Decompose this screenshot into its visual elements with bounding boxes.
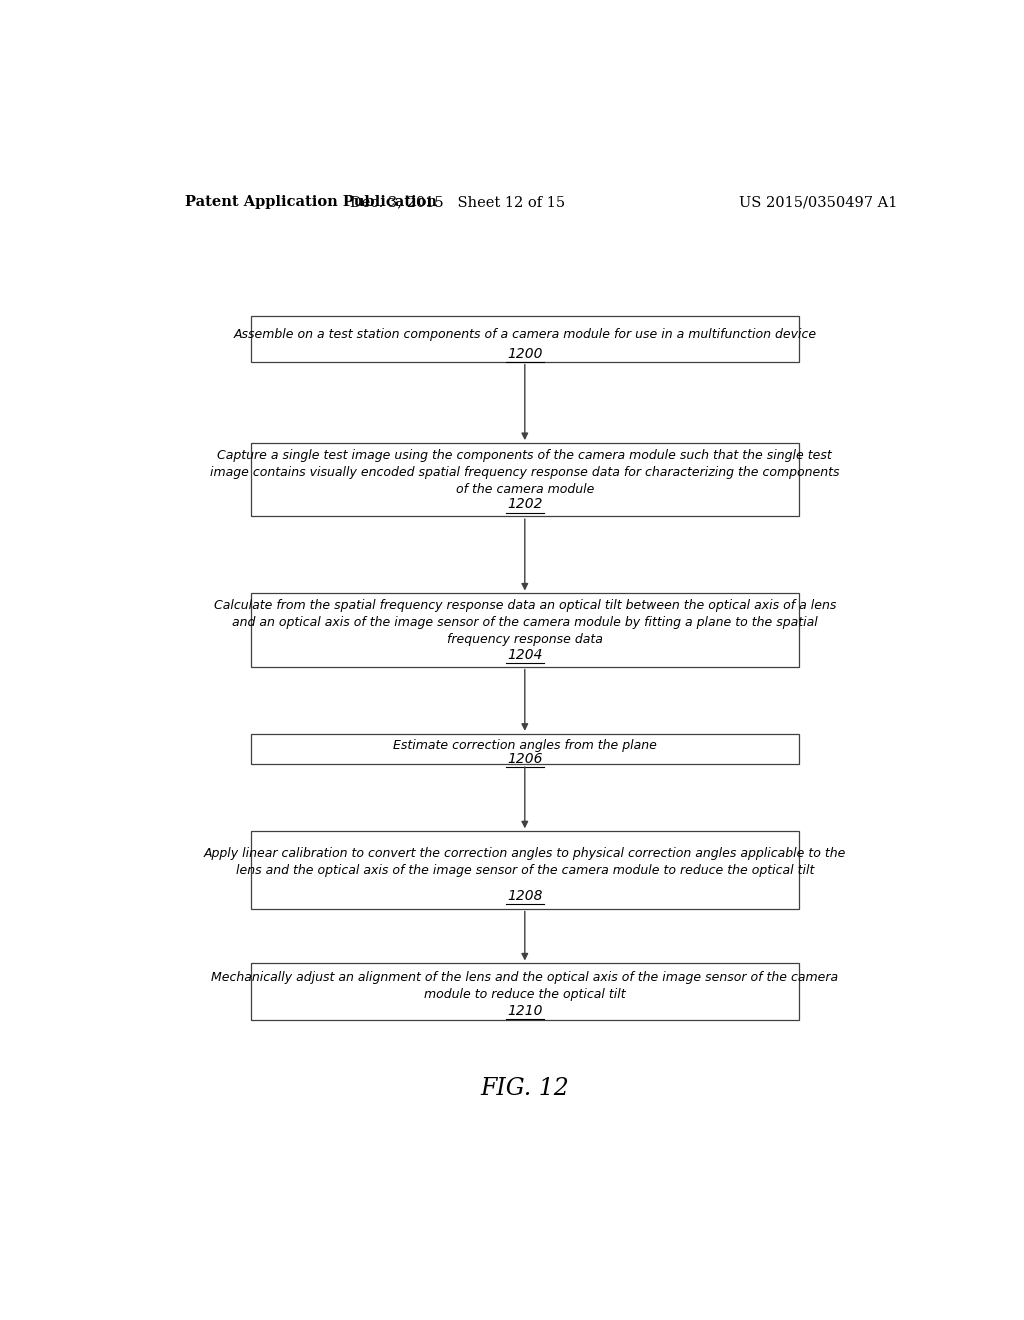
Text: Mechanically adjust an alignment of the lens and the optical axis of the image s: Mechanically adjust an alignment of the … [211, 972, 839, 1001]
Text: FIG. 12: FIG. 12 [480, 1077, 569, 1100]
Text: US 2015/0350497 A1: US 2015/0350497 A1 [739, 195, 898, 209]
Text: 1204: 1204 [507, 648, 543, 661]
Text: Estimate correction angles from the plane: Estimate correction angles from the plan… [393, 739, 656, 752]
Text: Calculate from the spatial frequency response data an optical tilt between the o: Calculate from the spatial frequency res… [214, 599, 836, 647]
Bar [251, 832, 799, 908]
Text: Apply linear calibration to convert the correction angles to physical correction: Apply linear calibration to convert the … [204, 847, 846, 878]
Bar [251, 444, 799, 516]
Text: 1210: 1210 [507, 1005, 543, 1018]
Text: 1206: 1206 [507, 752, 543, 767]
Text: Capture a single test image using the components of the camera module such that : Capture a single test image using the co… [210, 449, 840, 496]
Bar [251, 315, 799, 362]
Text: Patent Application Publication: Patent Application Publication [185, 195, 437, 209]
Text: 1208: 1208 [507, 890, 543, 903]
Text: 1202: 1202 [507, 498, 543, 511]
Text: 1200: 1200 [507, 347, 543, 362]
Bar [251, 734, 799, 764]
Bar [251, 964, 799, 1020]
Text: Assemble on a test station components of a camera module for use in a multifunct: Assemble on a test station components of… [233, 327, 816, 341]
Bar [251, 594, 799, 667]
Text: Dec. 3, 2015   Sheet 12 of 15: Dec. 3, 2015 Sheet 12 of 15 [350, 195, 565, 209]
